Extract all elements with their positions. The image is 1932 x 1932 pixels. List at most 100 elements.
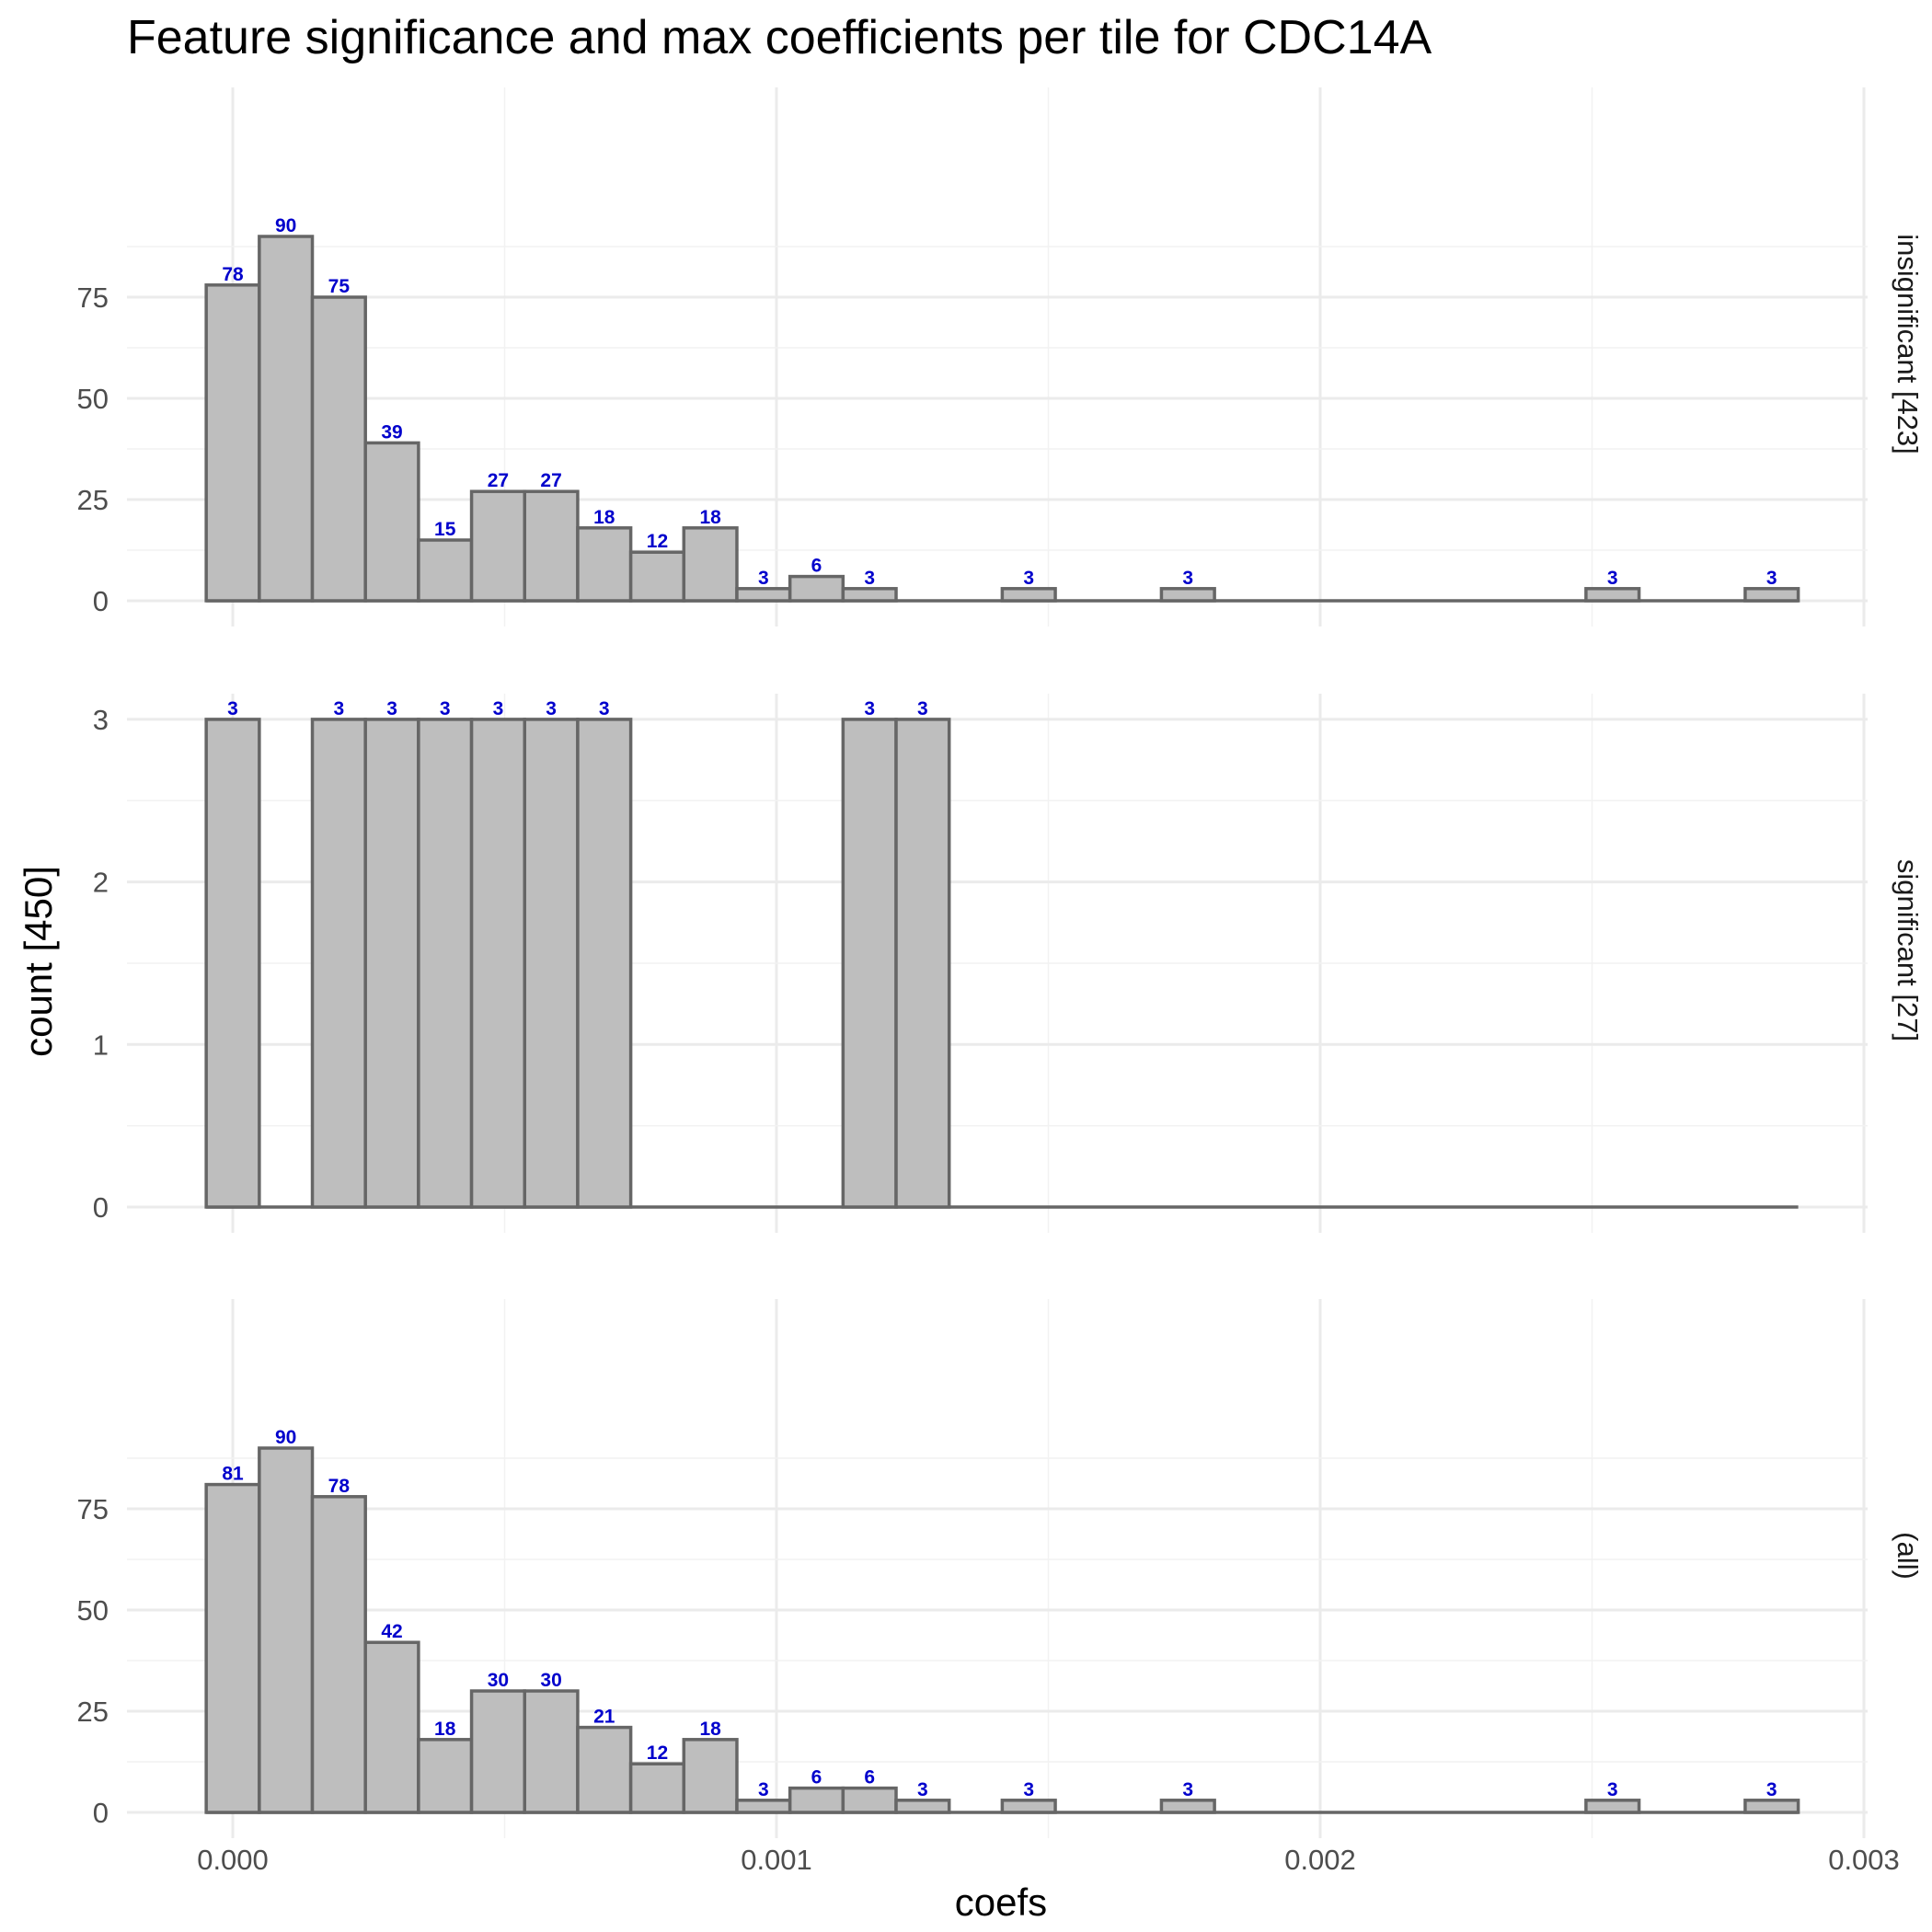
histogram-bar bbox=[523, 718, 580, 1209]
histogram-bar bbox=[576, 526, 633, 603]
bar-count-label: 3 bbox=[440, 698, 451, 719]
histogram-bar bbox=[788, 574, 845, 603]
histogram-bar bbox=[682, 1738, 739, 1814]
bar-count-label: 18 bbox=[434, 1719, 456, 1740]
bar-count-label: 3 bbox=[227, 698, 238, 719]
histogram-bar bbox=[841, 587, 898, 603]
histogram-bar bbox=[1000, 587, 1057, 603]
x-tick-label: 0.002 bbox=[1284, 1844, 1356, 1876]
histogram-bar bbox=[469, 718, 526, 1209]
bar-count-label: 3 bbox=[758, 568, 769, 589]
y-tick-label: 75 bbox=[77, 282, 109, 314]
histogram-bar bbox=[894, 718, 951, 1209]
histogram-bar bbox=[310, 1495, 367, 1814]
y-tick-label: 1 bbox=[93, 1029, 109, 1061]
bar-count-label: 18 bbox=[699, 1719, 721, 1740]
bar-count-label: 6 bbox=[864, 1767, 875, 1788]
bar-count-label: 30 bbox=[488, 1670, 509, 1691]
histogram-bar bbox=[1000, 1799, 1057, 1814]
histogram-bar bbox=[417, 538, 474, 603]
facet-panel-1: 0 1 2 3 3 3 3 3 3 3 3 3 3 significant [27] bbox=[93, 694, 1924, 1233]
bar-count-label: 3 bbox=[1607, 568, 1618, 589]
bar-count-label: 3 bbox=[758, 1779, 769, 1800]
histogram-bar bbox=[258, 1446, 315, 1814]
bar-count-label: 3 bbox=[864, 568, 875, 589]
bar-count-label: 3 bbox=[493, 698, 504, 719]
bar-count-label: 21 bbox=[593, 1707, 615, 1728]
histogram-bar bbox=[1584, 1799, 1641, 1814]
histogram-bar bbox=[628, 550, 686, 603]
bar-count-label: 18 bbox=[593, 507, 615, 528]
histogram-bar bbox=[1584, 587, 1641, 603]
bar-count-label: 6 bbox=[811, 1767, 822, 1788]
bar-count-label: 3 bbox=[917, 1779, 928, 1800]
x-tick-label: 0.001 bbox=[741, 1844, 812, 1876]
histogram-bar bbox=[204, 718, 261, 1209]
bar-count-label: 3 bbox=[1766, 1779, 1777, 1800]
bar-count-label: 3 bbox=[1023, 1779, 1034, 1800]
x-tick-labels: 0.000 0.001 0.002 0.003 bbox=[197, 1844, 1900, 1876]
histogram-bar bbox=[310, 718, 367, 1209]
histogram-bar bbox=[628, 1762, 686, 1814]
bar-count-label: 3 bbox=[917, 698, 928, 719]
bar-count-label: 12 bbox=[647, 531, 668, 552]
histogram-bar bbox=[735, 587, 792, 603]
bar-count-label: 27 bbox=[540, 470, 561, 491]
bar-count-label: 3 bbox=[1023, 568, 1034, 589]
facet-panel-2: 0 25 50 75 81 90 78 42 18 30 30 21 12 18 3 6 6 3 3 3 3 3 (all) bbox=[77, 1299, 1924, 1838]
bar-count-label: 3 bbox=[546, 698, 557, 719]
histogram-bar bbox=[576, 1725, 633, 1814]
bar-count-label: 78 bbox=[222, 264, 244, 285]
facet-strip-label: insignificant [423] bbox=[1892, 234, 1924, 454]
histogram-bar bbox=[1743, 587, 1800, 603]
bar-count-label: 3 bbox=[1766, 568, 1777, 589]
bar-count-label: 27 bbox=[488, 470, 509, 491]
bar-count-label: 6 bbox=[811, 556, 822, 577]
y-tick-label: 0 bbox=[93, 1797, 109, 1829]
histogram-bar bbox=[841, 718, 898, 1209]
histogram-bar bbox=[417, 1738, 474, 1814]
bar-count-label: 3 bbox=[864, 698, 875, 719]
y-tick-label: 50 bbox=[77, 383, 109, 415]
bar-count-label: 78 bbox=[328, 1476, 351, 1497]
bar-count-label: 3 bbox=[1607, 1779, 1618, 1800]
histogram-bar bbox=[523, 1689, 580, 1814]
histogram-bar bbox=[1159, 587, 1216, 603]
bar-count-label: 3 bbox=[386, 698, 397, 719]
bar-count-label: 3 bbox=[334, 698, 345, 719]
bar-count-label: 30 bbox=[540, 1670, 561, 1691]
histogram-bar bbox=[363, 1640, 420, 1814]
bar-count-label: 75 bbox=[328, 276, 351, 297]
histogram-bar bbox=[417, 718, 474, 1209]
bar-count-label: 15 bbox=[434, 519, 456, 540]
y-tick-label: 0 bbox=[93, 585, 109, 617]
x-tick-label: 0.000 bbox=[197, 1844, 269, 1876]
histogram-bar bbox=[469, 1689, 526, 1814]
histogram-bar bbox=[204, 1482, 261, 1814]
histogram-bar bbox=[310, 295, 367, 603]
histogram-bar bbox=[894, 1799, 951, 1814]
bar-count-label: 12 bbox=[647, 1742, 668, 1764]
histogram-bar bbox=[576, 718, 633, 1209]
histogram-bar bbox=[682, 526, 739, 603]
histogram-bar bbox=[258, 235, 315, 603]
histogram-bar bbox=[1743, 1799, 1800, 1814]
histogram-bar bbox=[735, 1799, 792, 1814]
bar-count-label: 39 bbox=[381, 421, 402, 443]
histogram-bar bbox=[841, 1786, 898, 1814]
y-tick-label: 50 bbox=[77, 1594, 109, 1627]
y-tick-label: 25 bbox=[77, 1696, 109, 1728]
histogram-bar bbox=[363, 441, 420, 603]
bar-count-label: 3 bbox=[1182, 568, 1193, 589]
bar-count-label: 18 bbox=[699, 507, 721, 528]
bar-count-label: 90 bbox=[275, 215, 296, 236]
facet-strip-label: significant [27] bbox=[1892, 859, 1924, 1041]
histogram-bar bbox=[363, 718, 420, 1209]
y-tick-label: 2 bbox=[93, 867, 109, 899]
y-axis-title: count [450] bbox=[17, 866, 60, 1057]
histogram-bar bbox=[523, 489, 580, 603]
histogram-bar bbox=[469, 489, 526, 603]
y-tick-label: 3 bbox=[93, 704, 109, 736]
